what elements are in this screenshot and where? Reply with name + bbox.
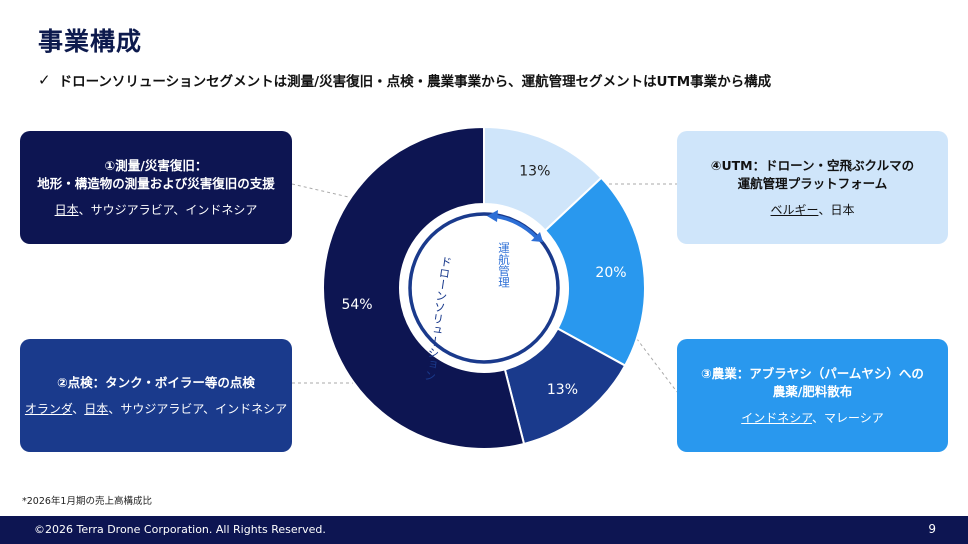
card-inspection-countries: オランダ、日本、サウジアラビア、インドネシア bbox=[25, 400, 287, 417]
operation-segment-label: 運航管理 bbox=[497, 242, 511, 288]
card-utm-title-line2: 運航管理プラットフォーム bbox=[737, 176, 888, 191]
page-number: 9 bbox=[928, 522, 936, 536]
slice-agriculture-label: 20% bbox=[595, 265, 626, 281]
countries-rest: 、日本 bbox=[818, 203, 855, 217]
business-composition-donut-chart: 13% 20% 13% 54% 運航管理 ドローンソリューション bbox=[291, 125, 678, 450]
donut-slices bbox=[322, 125, 646, 450]
check-icon: ✓ bbox=[38, 71, 51, 89]
page-title: 事業構成 bbox=[38, 27, 143, 56]
country-indonesia: インドネシア bbox=[741, 411, 813, 425]
operation-arrow-end-icon bbox=[531, 232, 543, 242]
card-survey-countries: 日本、サウジアラビア、インドネシア bbox=[55, 201, 258, 218]
card-utm: ④UTM：ドローン・空飛ぶクルマの 運航管理プラットフォーム ベルギー、日本 bbox=[677, 131, 948, 244]
operation-arrow-start-icon bbox=[487, 210, 498, 222]
slice-utm-label: 13% bbox=[519, 164, 550, 180]
countries-sep: 、 bbox=[72, 402, 85, 416]
footer-bar: ©2026 Terra Drone Corporation. All Right… bbox=[0, 516, 968, 544]
donut-slice-labels: 13% 20% 13% 54% bbox=[341, 164, 626, 399]
connector-agriculture bbox=[614, 309, 678, 393]
card-agriculture-title-line1: ③農業：アブラヤシ（パームヤシ）への bbox=[701, 366, 924, 381]
card-survey-title-line1: ①測量/災害復旧： bbox=[104, 158, 208, 173]
page-subtitle: ✓ ドローンソリューションセグメントは測量/災害復旧・点検・農業事業から、運航管… bbox=[38, 70, 771, 90]
donut-center: 運航管理 ドローンソリューション bbox=[408, 210, 560, 382]
country-japan: 日本 bbox=[54, 203, 79, 217]
subtitle-text: ドローンソリューションセグメントは測量/災害復旧・点検・農業事業から、運航管理セ… bbox=[58, 74, 772, 90]
card-inspection: ②点検：タンク・ボイラー等の点検 オランダ、日本、サウジアラビア、インドネシア bbox=[20, 339, 292, 452]
slice-survey-label: 54% bbox=[341, 297, 372, 313]
card-survey-disaster-recovery: ①測量/災害復旧： 地形・構造物の測量および災害復旧の支援 日本、サウジアラビア… bbox=[20, 131, 292, 244]
copyright-text: ©2026 Terra Drone Corporation. All Right… bbox=[34, 523, 326, 536]
country-japan: 日本 bbox=[84, 402, 109, 416]
card-survey-title-line2: 地形・構造物の測量および災害復旧の支援 bbox=[37, 176, 275, 191]
card-utm-title-line1: ④UTM：ドローン・空飛ぶクルマの bbox=[710, 158, 915, 173]
card-agriculture: ③農業：アブラヤシ（パームヤシ）への 農薬/肥料散布 インドネシア、マレーシア bbox=[677, 339, 948, 452]
country-belgium: ベルギー bbox=[770, 203, 819, 217]
card-agriculture-title-line2: 農薬/肥料散布 bbox=[772, 384, 853, 399]
countries-rest: 、マレーシア bbox=[812, 411, 884, 425]
card-inspection-title: ②点検：タンク・ボイラー等の点検 bbox=[57, 375, 255, 390]
center-ring bbox=[408, 212, 560, 364]
country-netherlands: オランダ bbox=[24, 402, 73, 416]
slice-agriculture bbox=[543, 176, 646, 367]
slice-inspection-label: 13% bbox=[547, 382, 578, 398]
slice-survey bbox=[322, 125, 526, 450]
card-agriculture-countries: インドネシア、マレーシア bbox=[741, 409, 884, 426]
card-utm-countries: ベルギー、日本 bbox=[771, 201, 855, 218]
countries-rest: 、サウジアラビア、インドネシア bbox=[78, 203, 258, 217]
footnote: *2026年1月期の売上高構成比 bbox=[22, 496, 152, 507]
countries-rest: 、サウジアラビア、インドネシア bbox=[108, 402, 288, 416]
